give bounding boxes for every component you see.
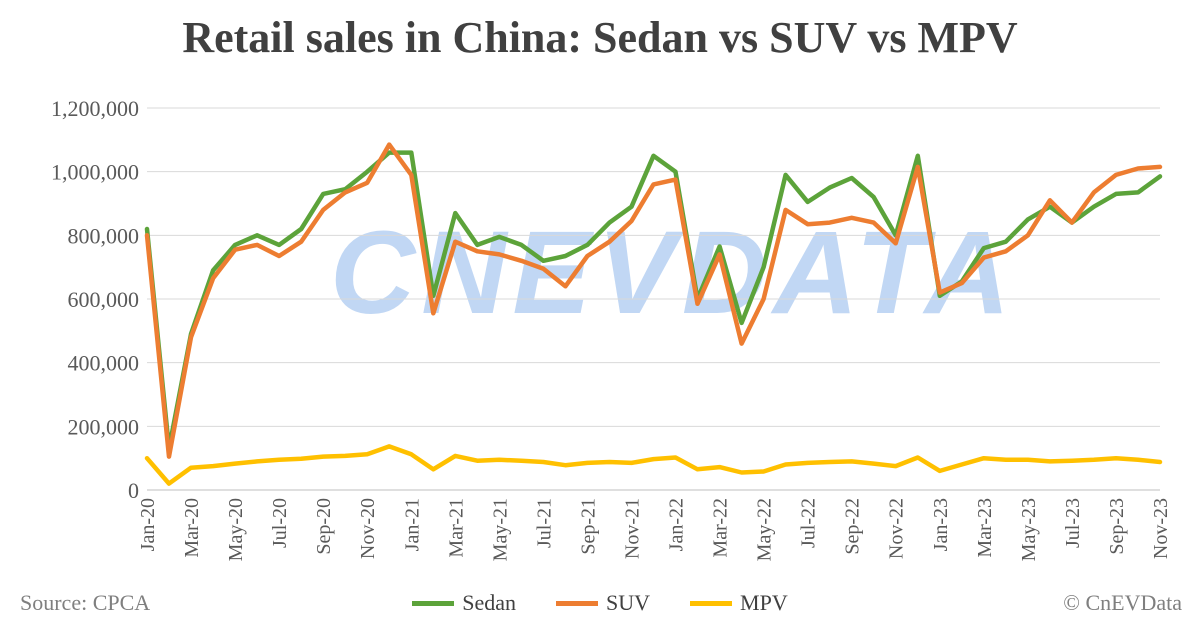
x-tick-label: Nov-20: [357, 498, 379, 559]
x-axis-ticks: Jan-20 Mar-20 May-20 Jul-20 Sep-20 Nov-20 Jan-…: [137, 498, 1172, 561]
x-tick-label: Sep-20: [313, 498, 335, 555]
series-line-sedan: [144, 150, 1163, 451]
y-tick-label: 0: [128, 478, 139, 503]
legend-label-suv: SUV: [606, 590, 651, 615]
x-tick-label: Jan-21: [401, 498, 423, 551]
x-tick-label: May-23: [1018, 498, 1040, 561]
x-tick-label: Jan-22: [666, 498, 688, 551]
x-tick-label: Jan-23: [930, 498, 952, 551]
legend-swatch-suv: [556, 600, 599, 606]
y-tick-label: 800,000: [68, 223, 140, 248]
x-tick-label: Jul-23: [1062, 498, 1084, 548]
series-lines: [144, 142, 1163, 486]
x-tick-label: Mar-23: [974, 498, 996, 558]
x-tick-label: Jan-20: [137, 498, 159, 551]
x-tick-label: May-22: [754, 498, 776, 561]
y-tick-label: 400,000: [68, 351, 140, 376]
x-tick-label: Mar-22: [710, 498, 732, 558]
legend-item-sedan: Sedan: [412, 590, 516, 616]
y-tick-label: 1,000,000: [51, 160, 139, 185]
gridlines: [147, 107, 1160, 491]
y-tick-label: 200,000: [68, 414, 140, 439]
series-line-suv: [144, 142, 1163, 459]
x-tick-label: Nov-22: [886, 498, 908, 559]
x-tick-label: May-20: [225, 498, 247, 561]
x-tick-label: Jul-20: [269, 498, 291, 548]
x-tick-label: Mar-21: [445, 498, 467, 558]
x-tick-label: Jul-21: [533, 498, 555, 548]
legend-swatch-sedan: [412, 600, 455, 606]
y-tick-label: 1,200,000: [51, 96, 139, 121]
legend-swatch-mpv: [690, 600, 733, 606]
legend-label-mpv: MPV: [740, 590, 788, 615]
chart-title: Retail sales in China: Sedan vs SUV vs M…: [182, 13, 1018, 62]
legend-item-suv: SUV: [556, 590, 650, 616]
y-tick-label: 600,000: [68, 287, 140, 312]
source-note: Source: CPCA: [20, 590, 151, 615]
x-tick-label: Nov-23: [1150, 498, 1172, 559]
x-tick-label: Mar-20: [181, 498, 203, 558]
y-axis-ticks: 0 200,000 400,000 600,000 800,000 1,000,000 1,…: [51, 96, 139, 503]
x-tick-label: Sep-21: [577, 498, 599, 555]
x-tick-label: Jul-22: [798, 498, 820, 548]
x-tick-label: Nov-21: [621, 498, 643, 559]
series-line-mpv: [144, 444, 1163, 486]
x-tick-label: Sep-23: [1106, 498, 1128, 555]
x-tick-label: Sep-22: [842, 498, 864, 555]
legend-item-mpv: MPV: [690, 590, 788, 616]
x-tick-label: May-21: [489, 498, 511, 561]
legend: Sedan SUV MPV: [0, 590, 1200, 616]
credit-note: © CnEVData: [1063, 590, 1182, 615]
legend-label-sedan: Sedan: [462, 590, 517, 615]
